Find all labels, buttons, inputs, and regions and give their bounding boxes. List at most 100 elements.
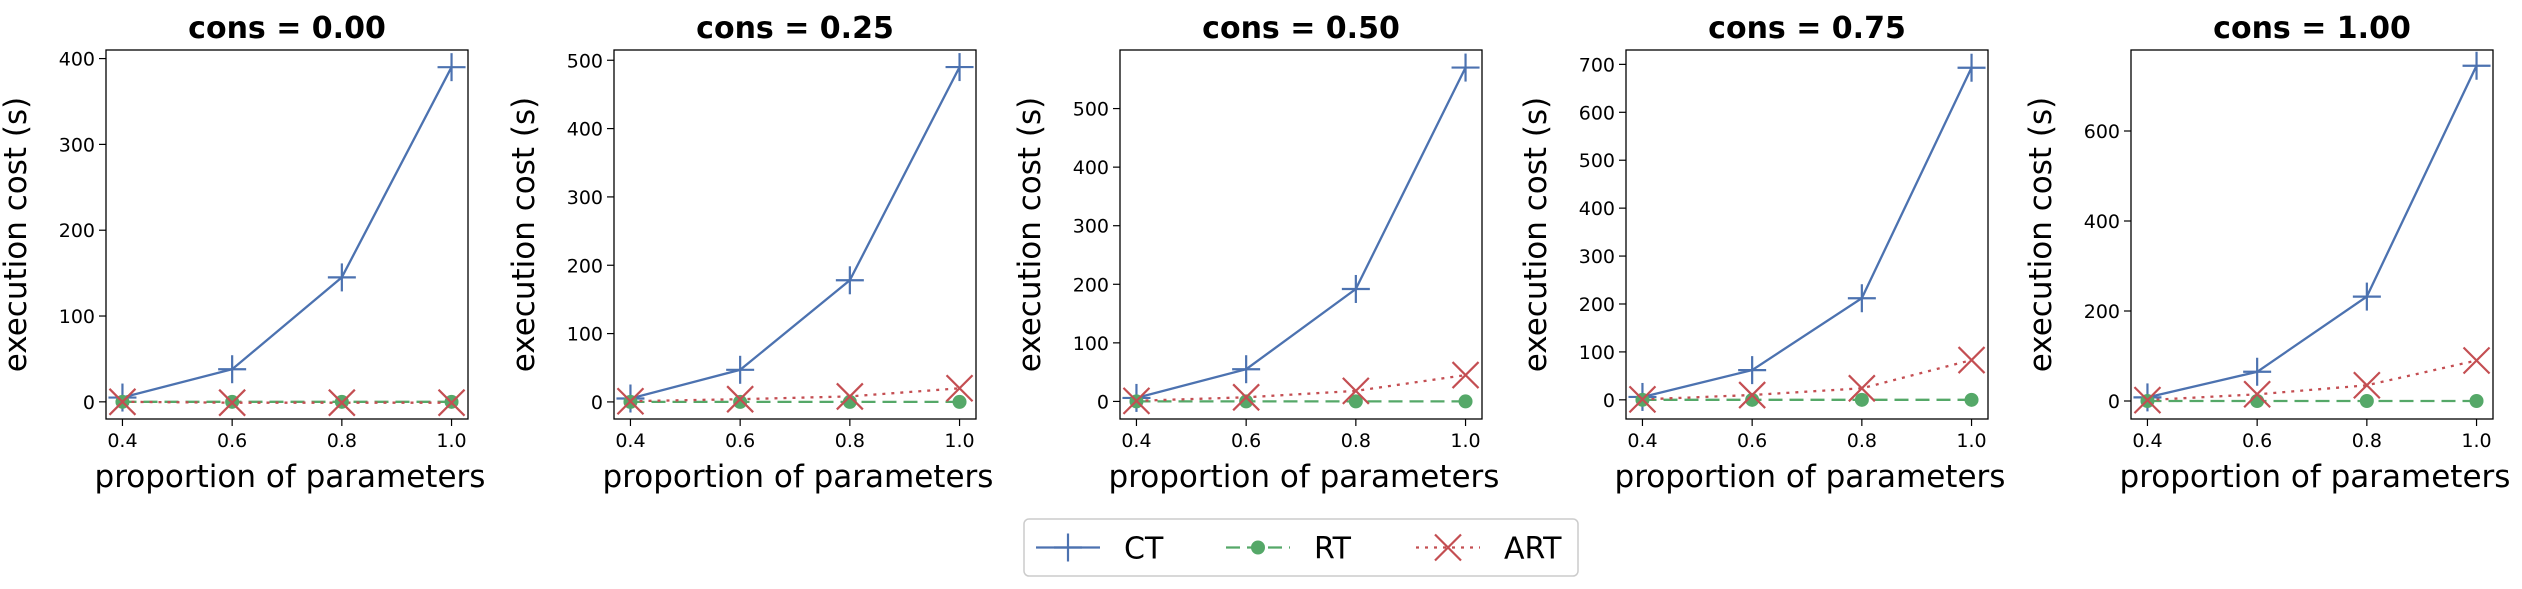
subplot-2: cons = 0.25 0.4 0.6 0.8 1.0 0 100 200 300 400 500 p… — [506, 11, 993, 495]
y-tick-label: 400 — [567, 119, 603, 141]
data-point-art — [836, 382, 864, 411]
data-point-ct — [726, 355, 755, 384]
data-point-rt — [733, 394, 748, 409]
data-point-art — [1342, 377, 1370, 405]
data-point-art — [2462, 346, 2491, 375]
data-point-art — [945, 374, 974, 403]
data-point-rt — [2359, 394, 2374, 408]
data-point-ct — [218, 355, 247, 384]
y-axis-label: execution cost (s) — [1012, 97, 1048, 372]
series-line-art — [122, 400, 452, 404]
data-point-ct — [1957, 53, 1986, 82]
subplot-3: cons = 0.50 0.4 0.6 0.8 1.0 0 100 200 300 400 500 p… — [1012, 11, 1499, 495]
series-line-ct — [1136, 67, 1467, 400]
series-line-art — [2147, 359, 2477, 402]
x-tick-label: 0.4 — [1121, 430, 1151, 452]
axes-frame — [1625, 49, 1989, 420]
data-point-art — [1451, 361, 1480, 389]
data-point-rt — [1964, 392, 1979, 407]
y-tick-label: 200 — [1073, 274, 1109, 296]
y-tick-label: 0 — [1097, 391, 1109, 413]
x-tick-label: 0.8 — [835, 430, 865, 452]
x-tick-label: 1.0 — [436, 430, 466, 452]
data-point-rt — [952, 394, 967, 409]
series-line-art — [1642, 358, 1972, 401]
x-axis-label: proportion of parameters — [2120, 459, 2511, 495]
legend-marker — [1251, 540, 1265, 555]
data-point-art — [108, 388, 137, 416]
data-point-ct — [1847, 284, 1876, 313]
y-axis-label: execution cost (s) — [2023, 97, 2059, 372]
y-tick-label: 600 — [2084, 121, 2120, 143]
axes-frame — [105, 49, 469, 420]
x-tick-label: 0.8 — [327, 430, 357, 452]
subplot-title: cons = 0.25 — [696, 11, 894, 46]
x-tick-label: 0.6 — [2242, 430, 2272, 452]
y-tick-label: 0 — [83, 392, 95, 414]
data-point-rt — [1348, 394, 1363, 409]
data-point-rt — [1745, 392, 1760, 407]
subplot-title: cons = 0.75 — [1708, 11, 1906, 46]
y-axis-label: execution cost (s) — [506, 97, 542, 372]
series-line-ct — [630, 66, 961, 400]
x-tick-label: 0.6 — [217, 430, 247, 452]
data-point-ct — [835, 266, 864, 295]
data-point-ct — [945, 53, 974, 82]
data-point-rt — [2469, 394, 2484, 408]
legend-marker — [1434, 533, 1462, 562]
x-tick-label: 0.4 — [107, 430, 137, 452]
y-tick-label: 600 — [1579, 102, 1615, 124]
data-point-art — [2133, 386, 2162, 414]
x-tick-label: 0.8 — [2352, 430, 2382, 452]
axes-frame — [2130, 49, 2494, 420]
data-point-art — [437, 388, 466, 417]
x-tick-label: 1.0 — [1450, 430, 1480, 452]
x-tick-label: 0.8 — [1847, 430, 1877, 452]
y-tick-label: 200 — [59, 220, 95, 242]
plot-area — [2147, 65, 2478, 403]
x-tick-label: 0.8 — [1341, 430, 1371, 452]
data-point-rt — [1239, 394, 1254, 409]
legend-marker — [1054, 533, 1082, 562]
y-tick-label: 100 — [1073, 333, 1109, 355]
data-point-ct — [2243, 357, 2272, 386]
legend-item-ct: CT — [1036, 532, 1164, 567]
x-tick-label: 1.0 — [2461, 430, 2491, 452]
x-tick-label: 0.6 — [1737, 430, 1767, 452]
subplot-1: cons = 0.00 0.4 0.6 0.8 1.0 0 100 200 300 400 prop… — [0, 11, 485, 495]
y-tick-label: 200 — [1579, 294, 1615, 316]
data-point-ct — [327, 263, 356, 292]
y-tick-label: 200 — [567, 255, 603, 277]
y-tick-label: 0 — [591, 392, 603, 414]
y-tick-label: 200 — [2084, 301, 2120, 323]
plot-area — [1136, 67, 1467, 403]
data-point-art — [328, 388, 356, 417]
data-point-art — [2243, 380, 2271, 409]
series-line-art — [1136, 373, 1466, 402]
data-point-art — [2353, 371, 2381, 400]
data-point-art — [616, 387, 645, 416]
data-point-art — [1957, 346, 1986, 374]
y-tick-label: 400 — [1073, 157, 1109, 179]
y-tick-label: 0 — [2108, 391, 2120, 413]
series-line-ct — [2147, 65, 2478, 399]
plot-area — [630, 66, 961, 404]
data-point-ct — [2462, 51, 2491, 80]
data-point-art — [1628, 385, 1657, 414]
y-tick-label: 300 — [59, 134, 95, 156]
y-tick-label: 500 — [567, 50, 603, 72]
subplot-5: cons = 1.00 0.4 0.6 0.8 1.0 0 200 400 600 proport… — [2023, 11, 2510, 495]
x-tick-label: 0.4 — [615, 430, 645, 452]
data-point-ct — [1232, 355, 1261, 384]
legend-label: CT — [1124, 532, 1164, 567]
legend-item-rt: RT — [1226, 532, 1352, 567]
legend-box — [1023, 518, 1579, 577]
x-axis-label: proportion of parameters — [1615, 459, 2006, 495]
x-tick-label: 1.0 — [944, 430, 974, 452]
x-tick-label: 0.6 — [725, 430, 755, 452]
data-point-art — [726, 385, 754, 413]
axes-frame — [1119, 49, 1483, 420]
y-tick-label: 400 — [59, 49, 95, 71]
y-axis-label: execution cost (s) — [1518, 97, 1554, 372]
